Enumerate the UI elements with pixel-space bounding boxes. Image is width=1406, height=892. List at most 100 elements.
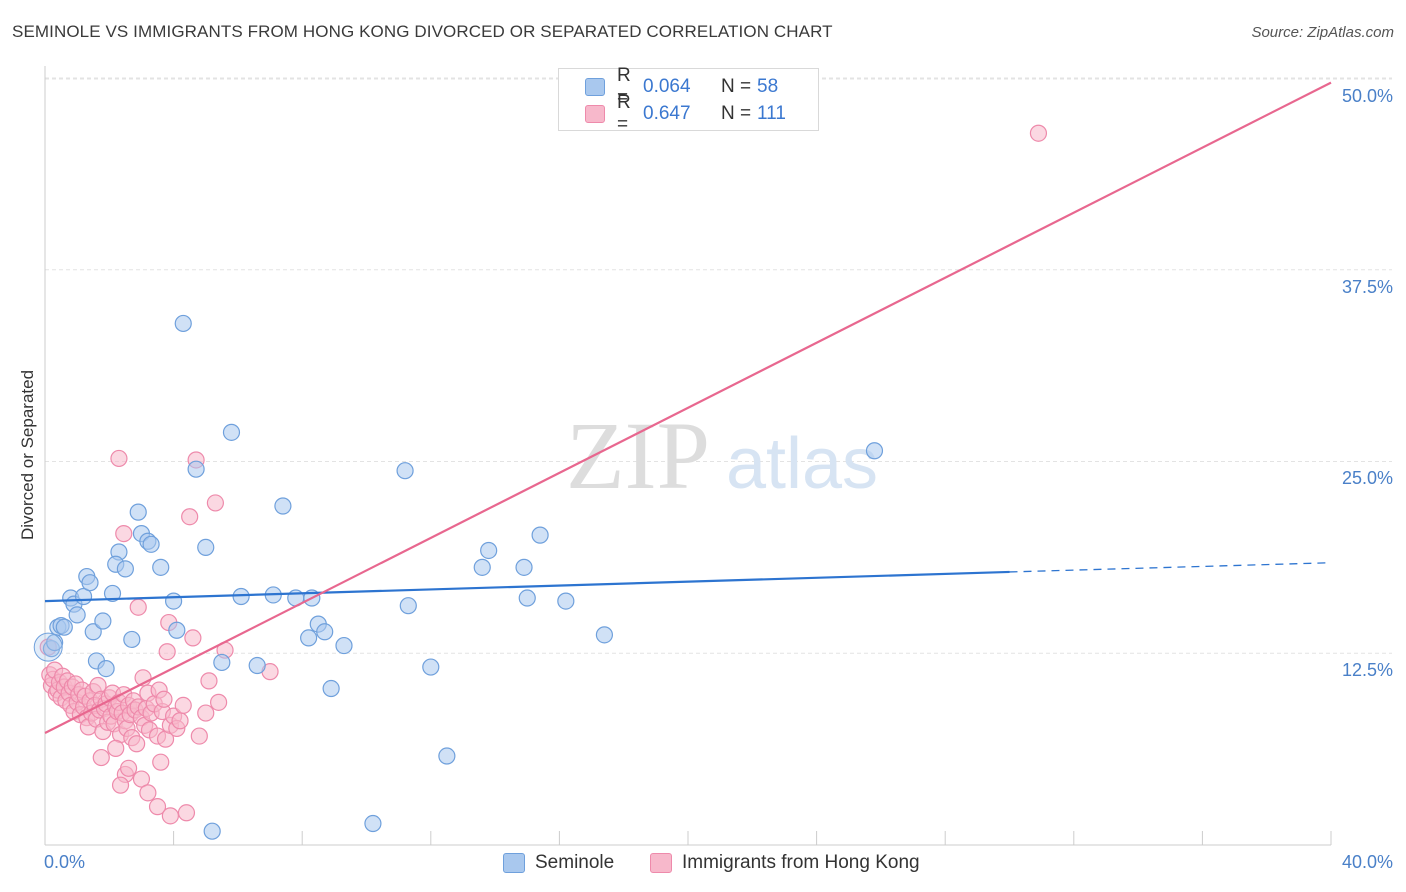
seminole-point	[300, 629, 318, 647]
seminole-point	[316, 623, 334, 641]
hk-point	[200, 672, 218, 690]
y-tick-label: 37.5%	[1341, 277, 1393, 297]
hk-point	[206, 494, 224, 512]
seminole-point	[129, 503, 147, 521]
x-tick-label: 0.0%	[44, 852, 86, 872]
hk-point	[190, 727, 208, 745]
seminole-swatch	[503, 853, 525, 873]
legend-item-hk[interactable]: Immigrants from Hong Kong	[650, 852, 920, 874]
hk-point	[171, 712, 189, 730]
hk-point	[174, 696, 192, 715]
hk-point	[177, 804, 196, 822]
hk-point	[129, 598, 147, 616]
hk-point	[1029, 124, 1048, 142]
seminole-point	[168, 621, 186, 639]
hk-point	[139, 784, 157, 802]
seminole-point	[438, 747, 456, 765]
seminole-point	[165, 592, 183, 610]
hk-point	[210, 693, 228, 711]
seminole-point	[81, 574, 99, 592]
stats-legend: R = 0.064 N = 58 R = 0.647 N = 111	[558, 65, 819, 135]
hk-point	[115, 524, 133, 543]
seminole-point	[364, 814, 382, 833]
seminole-point	[68, 606, 86, 624]
n-value: 58	[757, 76, 779, 97]
seminole-point	[232, 587, 250, 606]
hk-point	[197, 704, 215, 722]
x-tick-label: 40.0%	[1341, 852, 1393, 872]
seminole-point	[595, 626, 614, 644]
chart-title: SEMINOLE VS IMMIGRANTS FROM HONG KONG DI…	[12, 22, 833, 41]
seminole-point	[480, 541, 498, 560]
seminole-point	[142, 535, 160, 553]
seminole-point	[197, 538, 215, 557]
hk-point	[132, 770, 151, 788]
seminole-point	[518, 589, 536, 607]
seminole-point	[55, 618, 73, 636]
seminole-point	[515, 558, 533, 576]
hk-trend-line	[44, 81, 1332, 734]
grid-lines	[45, 77, 1392, 654]
hk-point	[92, 748, 110, 767]
hk-point	[181, 508, 199, 526]
legend-row-hk: R = 0.647 N = 111	[585, 92, 786, 135]
seminole-point	[865, 442, 884, 460]
y-tick-label: 50.0%	[1341, 86, 1393, 106]
hk-point	[152, 753, 170, 771]
seminole-point	[531, 526, 549, 544]
hk-point	[128, 735, 146, 753]
hk-point	[110, 449, 128, 468]
n-label: N =	[721, 103, 752, 124]
seminole-point	[248, 656, 266, 675]
hk-point	[155, 690, 173, 708]
seminole-point	[322, 679, 340, 698]
seminole-point	[103, 584, 122, 603]
seminole-point	[557, 592, 575, 610]
seminole-point	[116, 560, 134, 578]
seminole-point	[335, 636, 353, 655]
watermark-atlas: atlas	[726, 424, 878, 504]
trend-lines	[44, 81, 1332, 734]
hk-swatch	[585, 105, 605, 123]
seminole-trend-line	[44, 570, 1010, 603]
legend-item-seminole[interactable]: Seminole	[503, 852, 614, 874]
hk-point	[107, 739, 125, 757]
seminole-point	[213, 653, 231, 672]
seminole-point	[94, 612, 112, 630]
seminole-trend-extension	[1009, 562, 1332, 573]
r-label: R =	[617, 65, 631, 108]
hk-point	[184, 629, 202, 647]
watermark-zip: ZIP	[566, 402, 710, 509]
seminole-point	[203, 822, 221, 840]
seminole-point	[123, 630, 141, 649]
axes	[44, 66, 1332, 846]
r-value: 0.064	[643, 76, 691, 97]
seminole-point	[97, 659, 115, 678]
legend-label: Seminole	[535, 852, 615, 873]
hk-point	[119, 759, 138, 777]
seminole-point	[399, 597, 417, 615]
seminole-point	[274, 497, 292, 515]
r-value: 0.647	[643, 103, 691, 124]
seminole-point	[152, 558, 170, 576]
hk-point	[111, 776, 130, 794]
source-label: Source: ZipAtlas.com	[1251, 24, 1394, 41]
seminole-point	[174, 314, 192, 333]
seminole-point	[473, 558, 491, 576]
n-value: 111	[757, 103, 786, 124]
seminole-point	[222, 423, 241, 441]
watermark: ZIP atlas	[566, 402, 878, 509]
y-tick-label: 25.0%	[1341, 468, 1393, 488]
hk-swatch	[650, 853, 672, 873]
seminole-point	[396, 462, 414, 480]
hk-point	[158, 643, 176, 661]
seminole-point	[422, 658, 440, 676]
hk-point	[161, 807, 179, 825]
seminole-swatch	[585, 78, 605, 96]
seminole-point	[187, 460, 205, 478]
seminole-point	[33, 632, 63, 662]
n-label: N =	[721, 76, 752, 97]
r-label: R =	[617, 92, 631, 135]
legend-label: Immigrants from Hong Kong	[682, 852, 920, 873]
